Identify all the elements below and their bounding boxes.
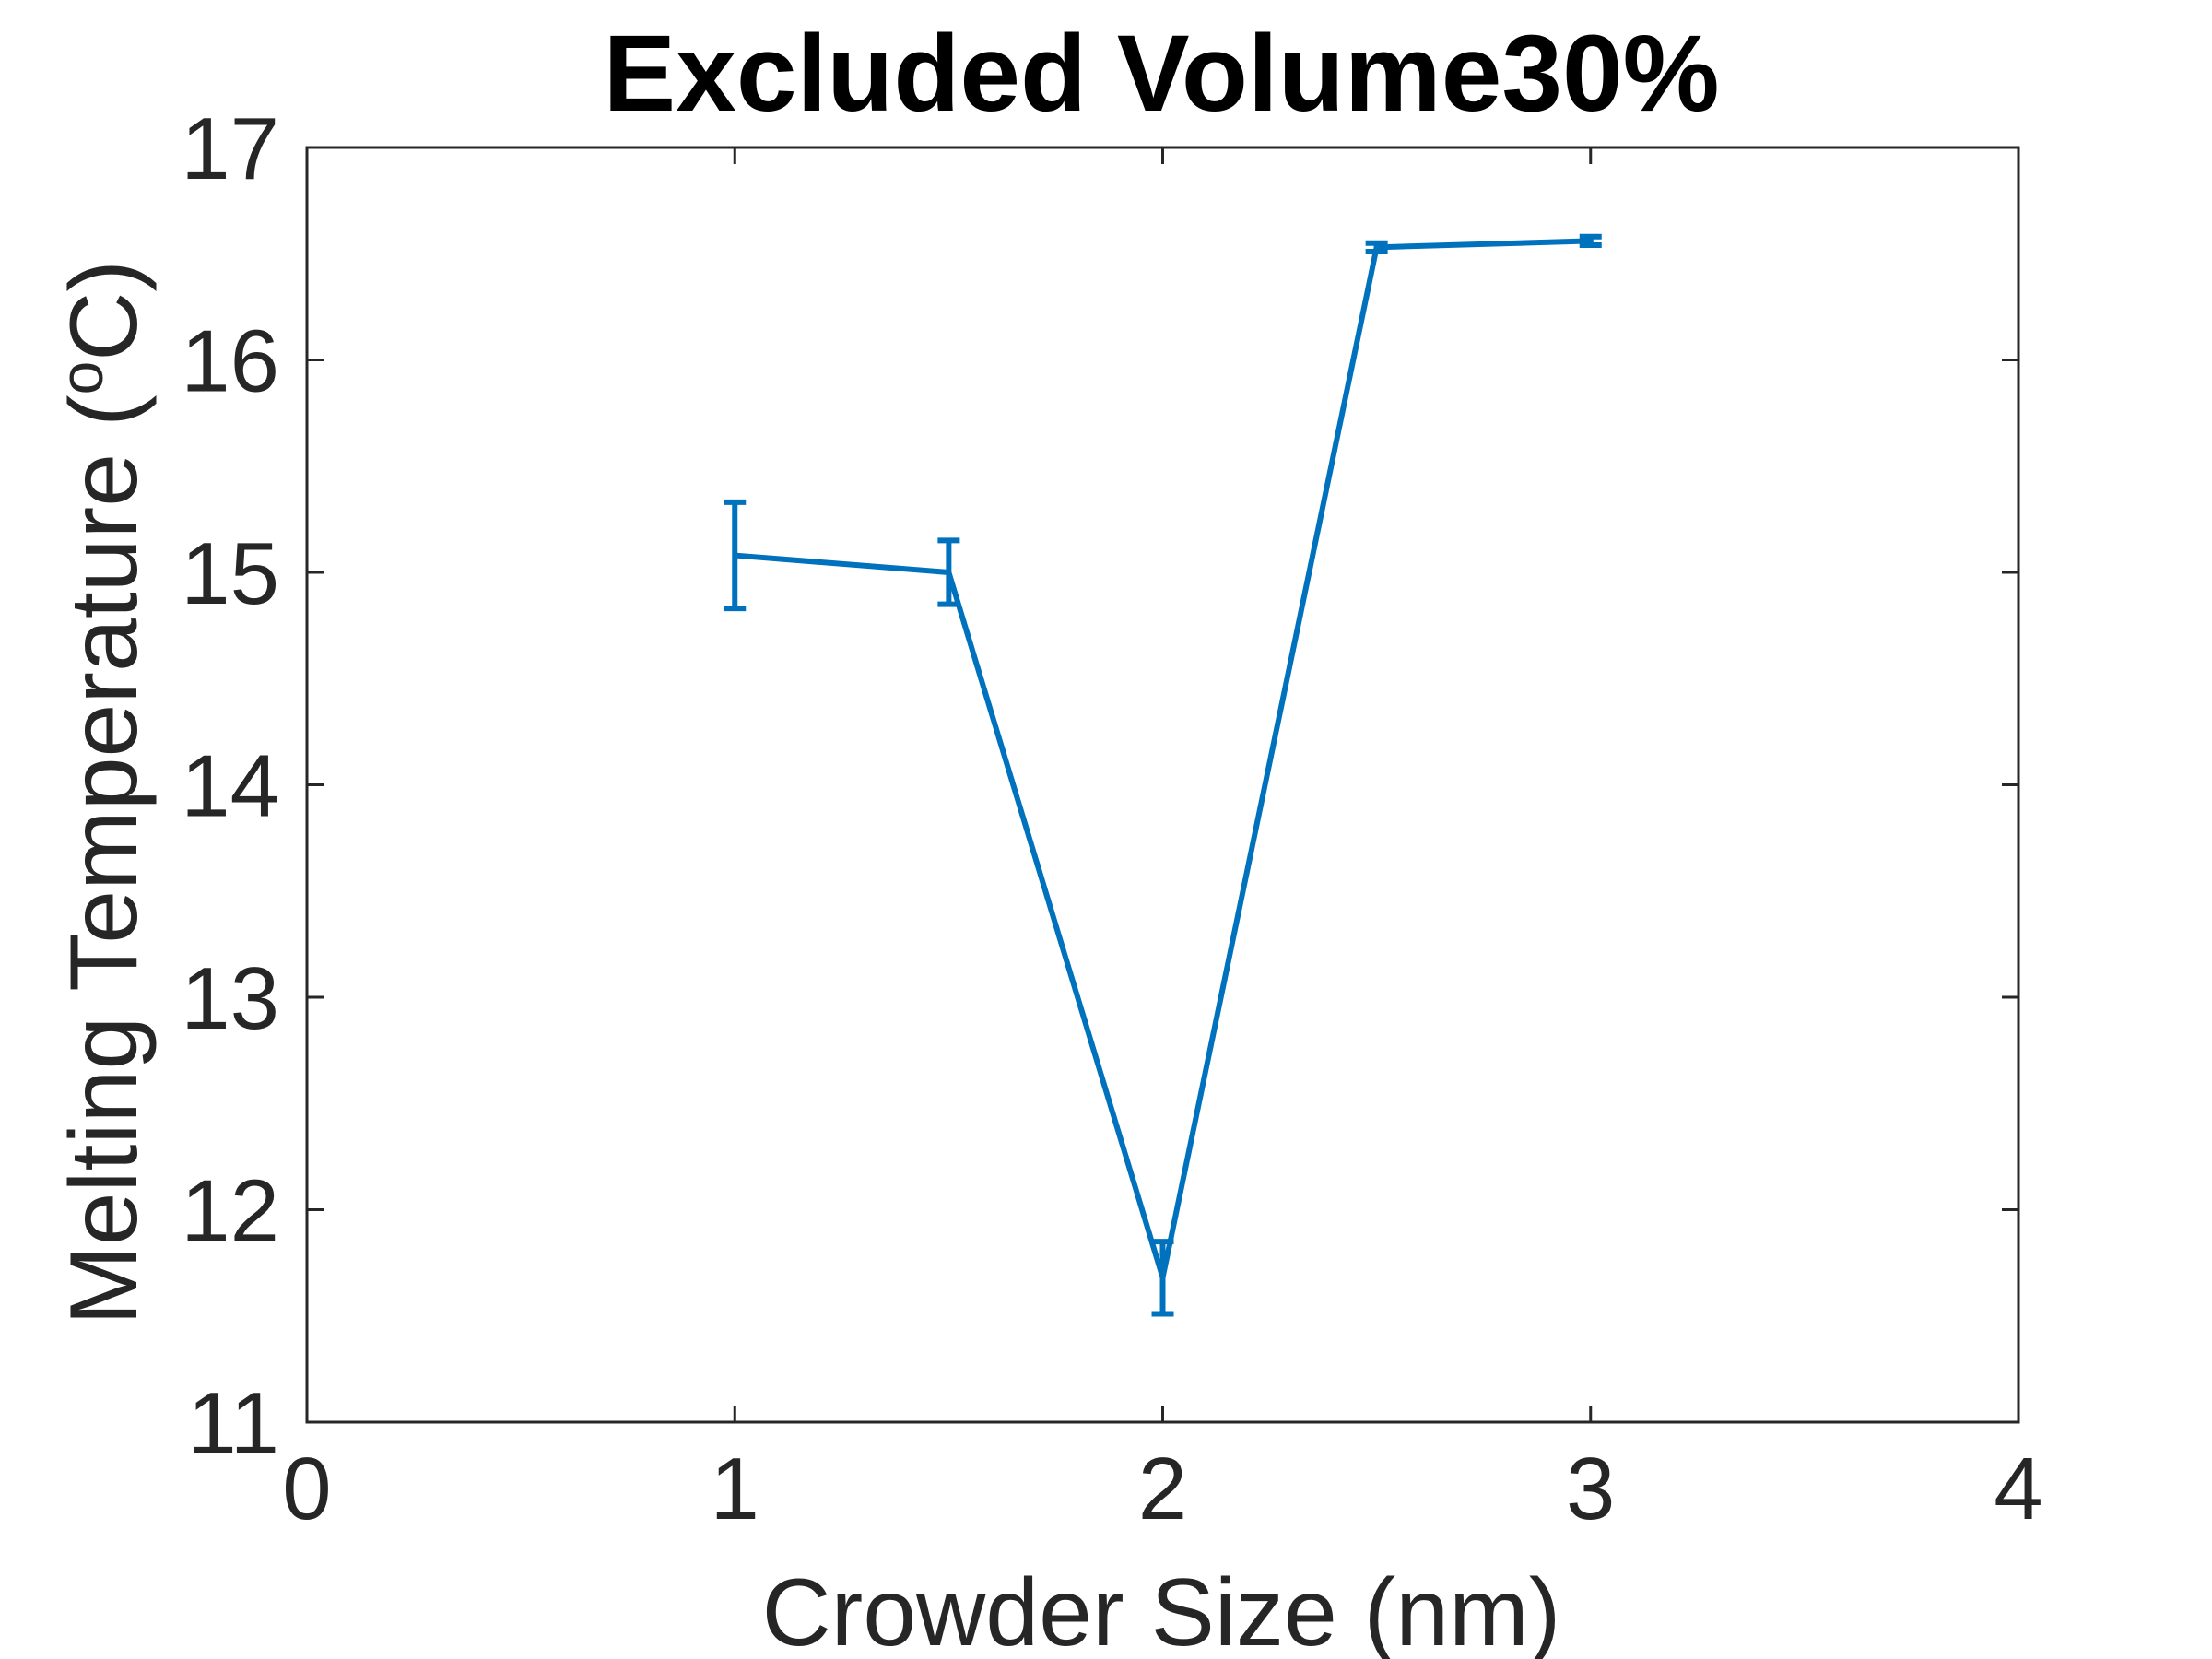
y-axis-label-superscript: o: [47, 361, 115, 395]
error-bar: [1151, 1239, 1174, 1317]
y-tick-label: 16: [181, 312, 279, 411]
y-axis-label: Melting Temperature (oC): [47, 260, 158, 1325]
y-tick-label: 11: [187, 1374, 279, 1473]
x-tick-label: 0: [282, 1440, 331, 1538]
error-bar: [1365, 240, 1388, 254]
error-bar: [1579, 233, 1602, 249]
y-tick-label: 17: [181, 100, 279, 198]
series-line: [735, 238, 1591, 1281]
x-tick-label: 3: [1566, 1440, 1615, 1538]
y-tick-label: 12: [181, 1162, 279, 1261]
y-axis-label-suffix: C): [51, 260, 158, 361]
chart-title: Excluded Volume30%: [604, 13, 1720, 135]
y-tick-label: 14: [181, 737, 279, 836]
y-axis-label-prefix: Melting Temperature (: [51, 394, 158, 1325]
x-tick-label: 1: [711, 1440, 759, 1538]
error-bar: [937, 537, 960, 607]
axes-box: [305, 146, 2020, 1424]
y-tick-label: 13: [181, 949, 279, 1048]
x-tick-label: 4: [1994, 1440, 2042, 1538]
x-axis-label: Crowder Size (nm): [762, 1559, 1561, 1659]
x-tick-label: 2: [1138, 1440, 1187, 1538]
y-tick-label: 15: [181, 524, 279, 623]
error-bar: [724, 499, 747, 612]
